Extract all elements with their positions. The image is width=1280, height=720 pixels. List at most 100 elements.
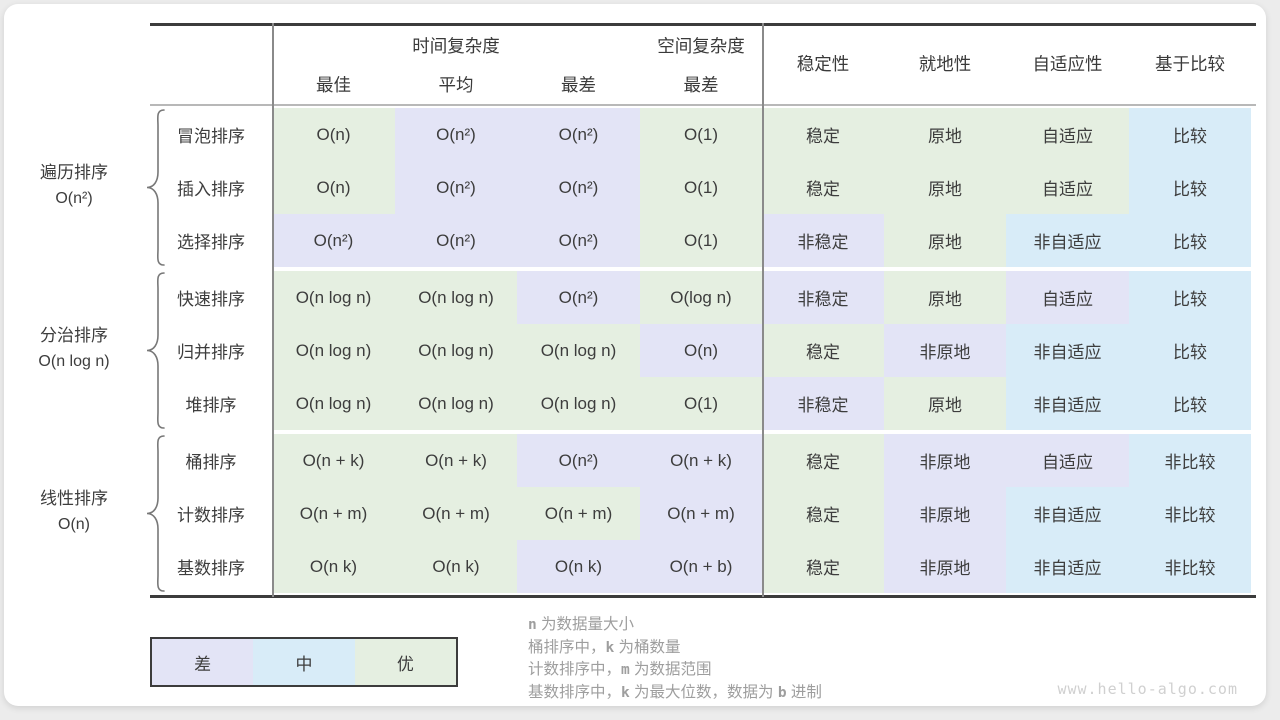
table-cell: O(n + k) — [272, 434, 395, 487]
table-cell: 非比较 — [1129, 487, 1251, 540]
table-cell: O(1) — [640, 214, 762, 267]
table-cell: O(1) — [640, 161, 762, 214]
row-label: 基数排序 — [150, 540, 272, 593]
table-cell: O(n log n) — [517, 377, 640, 430]
watermark: www.hello-algo.com — [1057, 680, 1238, 698]
table-cell: O(n²) — [395, 161, 517, 214]
table-cell: 稳定 — [762, 324, 884, 377]
table-cell: O(n log n) — [272, 324, 395, 377]
table-top-rule — [150, 23, 1256, 26]
table-cell: 自适应 — [1006, 108, 1129, 161]
table-cell: O(n²) — [517, 434, 640, 487]
table-cell: 比较 — [1129, 271, 1251, 324]
table-cell: O(n + b) — [640, 540, 762, 593]
group-name: 遍历排序 — [40, 163, 108, 182]
table-cell: O(n log n) — [395, 271, 517, 324]
table-cell: 非比较 — [1129, 540, 1251, 593]
table-cell: O(log n) — [640, 271, 762, 324]
table-cell: O(n²) — [517, 108, 640, 161]
note-variable: m — [621, 662, 630, 678]
note-text: 为数据范围 — [629, 661, 712, 678]
table-cell: 非自适应 — [1006, 214, 1129, 267]
header-sub-space-worst: 最差 — [683, 74, 719, 95]
note-text: 为最大位数，数据为 — [629, 683, 778, 701]
table-cell: O(n²) — [395, 214, 517, 267]
table-cell: O(n + k) — [395, 434, 517, 487]
note-text: 基数排序中， — [528, 683, 622, 701]
note-text: 桶排序中， — [528, 638, 606, 656]
table-cell: 非稳定 — [762, 377, 884, 430]
table-group-2: 桶排序 O(n + k) O(n + k) O(n²) O(n + k) 稳定 非原地 自适应… — [150, 434, 1251, 593]
header-time-complexity: 时间复杂度 — [412, 35, 500, 56]
vertical-line-right — [762, 23, 764, 597]
table-cell: 原地 — [884, 214, 1006, 267]
table-cell: 非自适应 — [1006, 377, 1129, 430]
group-label-traversal: 遍历排序 O(n²) — [6, 160, 142, 212]
figure-card: 时间复杂度 空间复杂度 最佳 平均 最差 最差 稳定性 就地性 自适应性 基于比… — [4, 4, 1266, 706]
legend-item-bad: 差 — [152, 639, 254, 685]
table-cell: 稳定 — [762, 540, 884, 593]
table-cell: 比较 — [1129, 324, 1251, 377]
header-space-complexity: 空间复杂度 — [657, 35, 745, 56]
table-cell: O(1) — [640, 108, 762, 161]
header-sub-best: 最佳 — [316, 74, 351, 95]
row-label: 计数排序 — [150, 487, 272, 540]
table-cell: O(n) — [272, 108, 395, 161]
table-cell: 非稳定 — [762, 214, 884, 267]
table-cell: 非原地 — [884, 324, 1006, 377]
header-adaptability: 自适应性 — [1032, 54, 1103, 74]
note-line: 计数排序中，m 为数据范围 — [528, 659, 822, 682]
table-cell: O(n + m) — [272, 487, 395, 540]
table-cell: 非比较 — [1129, 434, 1251, 487]
table-cell: O(1) — [640, 377, 762, 430]
table-cell: 比较 — [1129, 108, 1251, 161]
note-variable: n — [528, 617, 537, 633]
note-line: 桶排序中，k 为桶数量 — [528, 637, 822, 660]
table-cell: O(n²) — [517, 161, 640, 214]
table-cell: O(n) — [640, 324, 762, 377]
header-separator-line — [150, 104, 1256, 106]
table-cell: O(n log n) — [517, 324, 640, 377]
group-complexity: O(n log n) — [38, 353, 110, 370]
table-cell: 稳定 — [762, 434, 884, 487]
table-cell: 稳定 — [762, 161, 884, 214]
group-complexity: O(n²) — [55, 190, 93, 207]
header-sub-average: 平均 — [438, 74, 474, 95]
table-cell: 比较 — [1129, 377, 1251, 430]
row-label: 归并排序 — [150, 324, 272, 377]
row-label: 快速排序 — [150, 271, 272, 324]
table-cell: O(n²) — [272, 214, 395, 267]
note-line: 基数排序中，k 为最大位数，数据为 b 进制 — [528, 682, 822, 705]
table-cell: O(n log n) — [395, 377, 517, 430]
table-cell: 非原地 — [884, 434, 1006, 487]
table-cell: O(n k) — [395, 540, 517, 593]
note-text: 计数排序中， — [528, 661, 622, 678]
note-text: 进制 — [786, 683, 822, 701]
table-cell: 非原地 — [884, 540, 1006, 593]
table-cell: O(n²) — [517, 271, 640, 324]
table-cell: 原地 — [884, 108, 1006, 161]
table-cell: 原地 — [884, 161, 1006, 214]
note-text: 为桶数量 — [614, 638, 681, 656]
table-cell: O(n log n) — [395, 324, 517, 377]
row-label: 桶排序 — [150, 434, 272, 487]
group-label-linear: 线性排序 O(n) — [6, 486, 142, 538]
header-in-place: 就地性 — [918, 54, 972, 74]
vertical-line-left — [272, 23, 274, 597]
table-bottom-rule — [150, 595, 1256, 598]
note-line: n 为数据量大小 — [528, 614, 822, 637]
table-cell: O(n) — [272, 161, 395, 214]
row-label: 冒泡排序 — [150, 108, 272, 161]
notes: n 为数据量大小 桶排序中，k 为桶数量 计数排序中，m 为数据范围 基数排序中，k … — [528, 614, 822, 704]
header-stability: 稳定性 — [796, 54, 850, 74]
group-brace-traversal — [146, 109, 165, 266]
table-cell: O(n log n) — [272, 377, 395, 430]
table-cell: 稳定 — [762, 487, 884, 540]
table-cell: O(n + m) — [640, 487, 762, 540]
row-label: 堆排序 — [150, 377, 272, 430]
table-group-0: 冒泡排序 O(n) O(n²) O(n²) O(1) 稳定 原地 自适应 比较 插入排序 O(n) O… — [150, 108, 1251, 267]
table-cell: 自适应 — [1006, 161, 1129, 214]
legend-item-good: 优 — [354, 639, 456, 685]
table-cell: O(n²) — [395, 108, 517, 161]
table-cell: O(n k) — [272, 540, 395, 593]
